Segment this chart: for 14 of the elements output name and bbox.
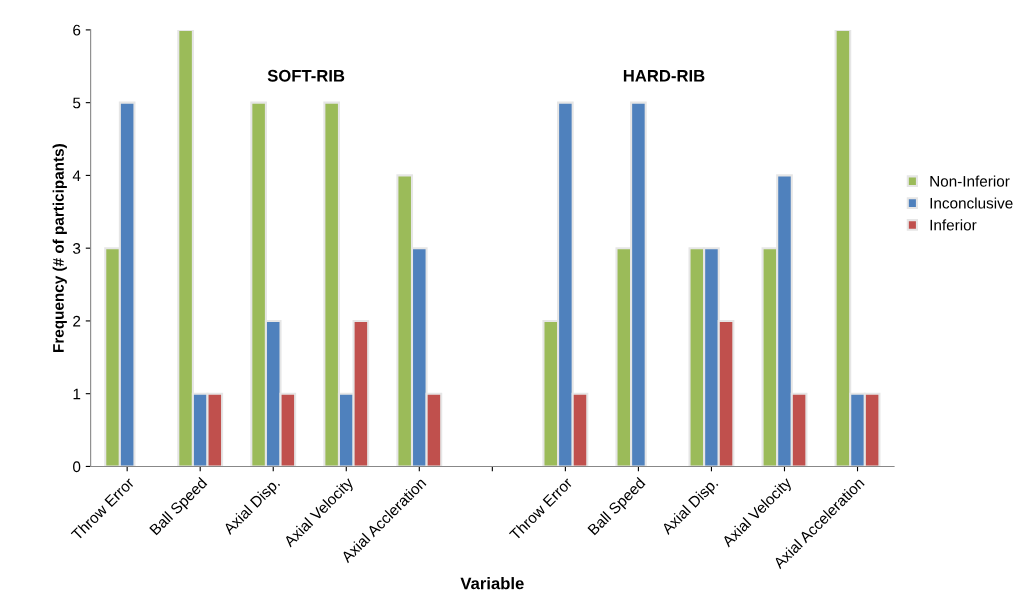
legend-label: Inferior bbox=[930, 219, 977, 231]
annotation: HARD-RIB bbox=[623, 70, 705, 82]
y-tick-label: 0 bbox=[73, 461, 81, 473]
legend-label: Inconclusive bbox=[930, 197, 1013, 209]
x-axis-title: Variable bbox=[460, 577, 524, 590]
y-tick-label: 5 bbox=[73, 97, 81, 109]
y-tick-label: 2 bbox=[73, 315, 81, 327]
y-tick-label: 6 bbox=[73, 24, 81, 36]
annotation: SOFT-RIB bbox=[267, 69, 345, 82]
y-axis-title: Frequency (# of participants) bbox=[52, 144, 67, 352]
legend-label: Non-Inferior bbox=[930, 175, 1010, 187]
y-tick-label: 3 bbox=[73, 243, 81, 254]
y-tick-label: 4 bbox=[72, 170, 81, 181]
y-tick-label: 1 bbox=[73, 388, 81, 400]
